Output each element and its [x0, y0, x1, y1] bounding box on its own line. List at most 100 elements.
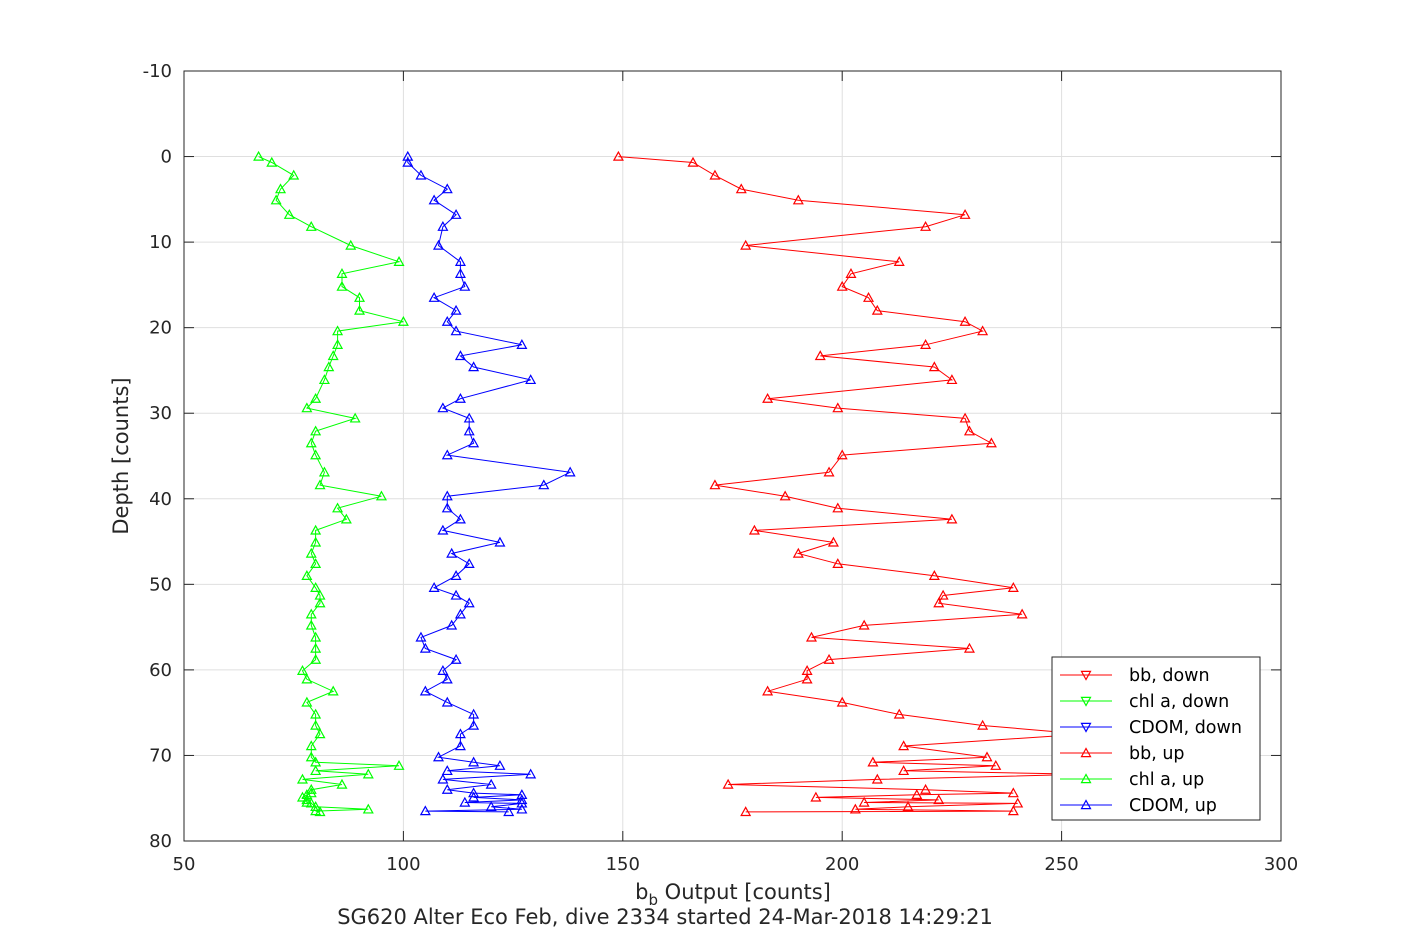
data-point: [959, 208, 971, 219]
data-point: [332, 339, 344, 349]
data-point: [327, 350, 339, 361]
legend-marker: [1080, 773, 1092, 784]
data-point: [305, 740, 317, 751]
y-tick-label: -10: [143, 61, 172, 82]
data-point: [305, 783, 317, 794]
data-point: [709, 479, 721, 490]
legend-label: CDOM, up: [1129, 796, 1217, 816]
data-point: [305, 619, 317, 630]
data-point: [564, 466, 576, 477]
data-point: [463, 558, 475, 569]
data-point: [981, 751, 993, 762]
data-point: [437, 402, 449, 413]
y-tick-label: 20: [149, 318, 172, 339]
data-point: [779, 490, 791, 501]
data-point: [1007, 787, 1019, 798]
data-point: [310, 653, 322, 664]
data-point: [902, 801, 914, 811]
legend-marker: [1080, 747, 1092, 758]
data-point: [485, 778, 497, 789]
data-point: [516, 797, 528, 808]
x-axis-label-main: b: [635, 880, 648, 904]
x-tick-label: 300: [1264, 854, 1298, 875]
data-point: [946, 513, 958, 524]
y-axis-label: Depth [counts]: [109, 377, 133, 534]
plot-frame: [183, 70, 1282, 842]
data-point: [314, 728, 326, 739]
y-tick-label: 60: [149, 660, 172, 681]
data-point: [893, 256, 905, 266]
data-point: [792, 547, 804, 558]
data-point: [977, 719, 989, 730]
data-point: [814, 350, 826, 361]
data-point: [1016, 608, 1028, 619]
data-point: [454, 728, 466, 739]
data-point: [441, 783, 453, 794]
legend-box: [1051, 656, 1261, 821]
data-point: [310, 719, 322, 730]
data-point: [305, 751, 317, 762]
data-point: [740, 806, 752, 817]
data-point: [468, 719, 480, 730]
data-point: [525, 374, 537, 385]
legend-label: CDOM, down: [1129, 718, 1242, 738]
data-point: [296, 791, 308, 802]
data-point: [468, 708, 480, 719]
data-point: [832, 402, 844, 413]
data-point: [345, 239, 357, 250]
data-point: [275, 183, 287, 194]
data-point: [419, 805, 431, 816]
data-point: [485, 801, 497, 811]
data-point: [898, 765, 910, 776]
data-point: [959, 412, 971, 423]
data-point: [266, 156, 278, 167]
data-point: [468, 787, 480, 798]
data-point: [437, 665, 449, 675]
data-point: [871, 304, 883, 315]
data-point: [722, 778, 734, 789]
data-point: [310, 582, 322, 592]
data-point: [516, 803, 528, 814]
ticks: 50 100 150 200 250 300 -10 0 10 20 30 40 50 60 70 80: [143, 61, 1299, 875]
data-point: [327, 685, 339, 696]
data-point: [858, 796, 870, 807]
data-point: [393, 256, 405, 266]
data-point: [538, 479, 550, 490]
data-point: [441, 315, 453, 326]
data-point: [441, 765, 453, 776]
data-point: [516, 339, 528, 349]
legend-label: chl a, up: [1129, 770, 1204, 790]
data-point: [296, 773, 308, 784]
y-tick-label: 0: [161, 147, 172, 168]
data-point: [740, 239, 752, 250]
legend-marker: [1080, 722, 1092, 733]
data-point: [612, 150, 624, 161]
data-point: [310, 536, 322, 547]
data-point: [454, 608, 466, 619]
data-point: [858, 619, 870, 630]
data-point: [836, 280, 848, 291]
data-point: [310, 708, 322, 719]
data-point: [301, 570, 313, 580]
data-point: [946, 374, 958, 385]
data-point: [446, 547, 458, 558]
data-point: [310, 524, 322, 535]
data-point: [336, 778, 348, 789]
data-point: [253, 150, 265, 161]
data-point: [494, 759, 506, 770]
legend-label: chl a, down: [1129, 692, 1229, 712]
series-6: [402, 150, 576, 817]
data-point: [305, 547, 317, 558]
data-point: [314, 806, 326, 817]
data-point: [310, 392, 322, 403]
data-point: [893, 708, 905, 719]
data-point: [288, 169, 300, 180]
data-point: [823, 466, 835, 477]
data-point: [310, 449, 322, 460]
data-point: [845, 268, 857, 278]
data-point: [871, 773, 883, 784]
data-point: [823, 653, 835, 664]
data-point: [270, 194, 282, 205]
data-point: [832, 558, 844, 569]
data-point: [332, 502, 344, 513]
